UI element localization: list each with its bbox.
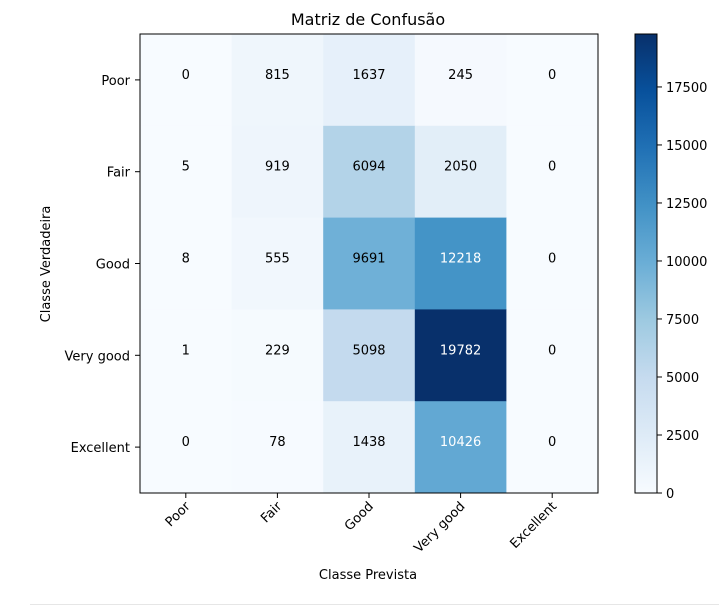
colorbar-tick-label: 17500	[666, 81, 707, 96]
cell-value-label: 9691	[352, 252, 385, 267]
heatmap-cell	[140, 217, 233, 310]
colorbar	[634, 33, 658, 494]
heatmap-cell	[323, 217, 416, 310]
colorbar-tick-label: 12500	[666, 197, 707, 212]
y-tick-label: Fair	[107, 166, 131, 181]
heatmap-cell	[323, 401, 416, 494]
heatmap-cell	[414, 217, 507, 310]
cell-value-label: 5	[182, 160, 190, 175]
colorbar-tick-label: 15000	[666, 139, 707, 154]
heatmap-cell	[506, 125, 599, 219]
colorbar-tick-label: 0	[666, 487, 674, 502]
cell-value-label: 12218	[440, 252, 481, 267]
x-tick-label: Poor	[163, 499, 194, 530]
colorbar-tick-label: 7500	[666, 313, 699, 328]
heatmap-cell	[414, 309, 507, 402]
x-tick-label: Fair	[258, 499, 285, 526]
y-tick-label: Excellent	[71, 441, 130, 456]
heatmap-cell	[323, 34, 416, 127]
heatmap-cell	[140, 401, 233, 494]
cell-value-label: 919	[265, 160, 290, 175]
cell-value-label: 0	[548, 160, 556, 175]
x-tick-label: Good	[342, 499, 377, 534]
x-tick-label: Excellent	[507, 499, 560, 552]
cell-value-label: 8	[182, 252, 190, 267]
heatmap-cell	[140, 309, 233, 402]
heatmap-cell	[506, 401, 599, 494]
cell-value-label: 19782	[440, 343, 481, 358]
x-axis-ticks: Poor Fair Good Very good Excellent	[163, 493, 560, 556]
heatmap-cell	[231, 309, 324, 402]
cell-value-label: 0	[182, 435, 190, 450]
heatmap-cell	[323, 309, 416, 402]
cell-value-label: 2050	[444, 160, 477, 175]
cell-value-label: 555	[265, 252, 290, 267]
heatmap-cell	[323, 125, 416, 219]
heatmap-cell	[506, 34, 599, 127]
y-axis-label: Classe Verdadeira	[39, 206, 54, 323]
y-tick-label: Very good	[65, 349, 130, 364]
cell-value-label: 1	[182, 343, 190, 358]
bottom-divider	[30, 604, 719, 605]
cell-value-label: 245	[448, 68, 473, 83]
heatmap-cell	[231, 125, 324, 219]
cell-value-label: 0	[548, 343, 556, 358]
colorbar-tick-label: 5000	[666, 371, 699, 386]
heatmap-cell-labels: 0 815 1637 245 0 5 919 6094 2050 0 8 555 9691 12218 0 1…	[182, 68, 557, 450]
cell-value-label: 0	[548, 68, 556, 83]
cell-value-label: 0	[548, 435, 556, 450]
cell-value-label: 0	[548, 252, 556, 267]
y-tick-label: Good	[96, 258, 130, 273]
x-tick-label: Very good	[412, 499, 469, 556]
heatmap-cell	[140, 34, 233, 127]
heatmap-cell	[506, 217, 599, 310]
cell-value-label: 6094	[352, 160, 385, 175]
y-tick-label: Poor	[101, 74, 130, 89]
colorbar-tick-label: 2500	[666, 429, 699, 444]
cell-value-label: 815	[265, 68, 290, 83]
cell-value-label: 5098	[352, 343, 385, 358]
heatmap-cell	[231, 217, 324, 310]
heatmap-cell	[231, 401, 324, 494]
cell-value-label: 78	[269, 435, 286, 450]
heatmap-cell	[231, 34, 324, 127]
colorbar-ticks: 0 2500 5000 7500 10000 12500 15000 17500	[657, 81, 707, 502]
cell-value-label: 1438	[352, 435, 385, 450]
chart-title: Matriz de Confusão	[291, 10, 445, 29]
heatmap-cell	[506, 309, 599, 402]
heatmap-cell	[414, 34, 507, 127]
cell-value-label: 10426	[440, 435, 481, 450]
colorbar-tick-label: 10000	[666, 255, 707, 270]
cell-value-label: 229	[265, 343, 290, 358]
heatmap-cell	[414, 125, 507, 219]
x-axis-label: Classe Prevista	[319, 568, 417, 583]
heatmap-cells	[140, 34, 599, 494]
cell-value-label: 0	[182, 68, 190, 83]
heatmap-cell	[140, 125, 233, 219]
y-axis-ticks: Poor Fair Good Very good Excellent	[65, 74, 140, 456]
cell-value-label: 1637	[352, 68, 385, 83]
heatmap-cell	[414, 401, 507, 494]
